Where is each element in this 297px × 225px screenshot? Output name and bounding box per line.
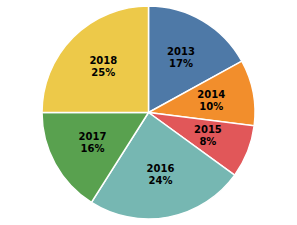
slice-category-label: 2015 <box>194 124 222 135</box>
slice-category-label: 2018 <box>89 55 117 66</box>
slice-value-label: 25% <box>91 67 115 78</box>
slice <box>42 6 149 113</box>
slice <box>42 113 149 203</box>
pie: 201317% 201410% 20158% 201624% 201716% 201825… <box>42 6 255 219</box>
slice-category-label: 2013 <box>167 45 195 56</box>
slice-value-label: 17% <box>169 57 193 68</box>
slices <box>42 6 255 219</box>
slice-category-label: 2017 <box>79 131 107 142</box>
slice-value-label: 24% <box>149 175 173 186</box>
data-labels: 201317% 201410% 20158% 201624% 201716% 201825… <box>79 45 226 186</box>
slice-value-label: 8% <box>199 136 216 147</box>
slice-category-label: 2014 <box>197 89 225 100</box>
slice-value-label: 10% <box>199 101 223 112</box>
slice-value-label: 16% <box>81 143 105 154</box>
slice-category-label: 2016 <box>147 163 175 174</box>
chart: 201317% 201410% 20158% 201624% 201716% 201825… <box>0 0 297 225</box>
